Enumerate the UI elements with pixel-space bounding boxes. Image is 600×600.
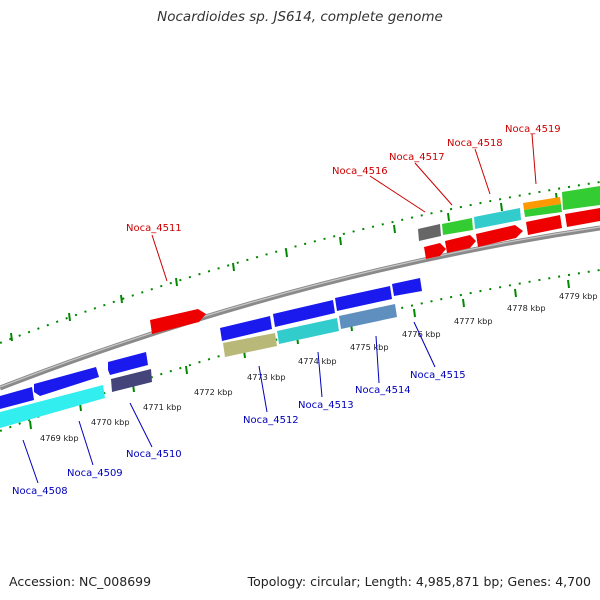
gene-label[interactable]: Noca_4510 (126, 449, 182, 460)
major-tick (339, 236, 342, 246)
gene-blue-left-1[interactable] (0, 387, 34, 409)
tick-label: 4771 kbp (143, 402, 182, 412)
major-tick (447, 212, 450, 222)
reverse-leader-lines (22, 321, 436, 484)
leader-line (474, 148, 491, 195)
leader-line (375, 335, 380, 384)
accession-text: Accession: NC_008699 (9, 574, 152, 589)
tick-labels: 4769 kbp 4770 kbp 4771 kbp 4772 kbp 4773… (40, 291, 598, 443)
gene-red-feature-5[interactable] (565, 208, 600, 227)
gene-noca-4508[interactable] (0, 385, 105, 428)
major-tick (10, 332, 13, 342)
gene-green-feature-2[interactable] (562, 186, 600, 210)
gene-noca-4514[interactable] (339, 304, 397, 329)
gene-noca-4513-upper[interactable] (273, 300, 335, 327)
gene-label[interactable]: Noca_4512 (243, 415, 299, 426)
gene-noca-4513[interactable] (277, 318, 339, 344)
gene-noca-4514-upper[interactable] (335, 286, 392, 311)
major-tick (175, 277, 178, 287)
major-tick (232, 262, 235, 272)
gene-label[interactable]: Noca_4518 (447, 138, 503, 149)
tick-label: 4772 kbp (194, 387, 233, 397)
major-tick (514, 288, 517, 298)
gene-label[interactable]: Noca_4515 (410, 370, 466, 381)
tick-label: 4769 kbp (40, 433, 79, 443)
major-tick (393, 224, 396, 234)
tick-label: 4776 kbp (402, 329, 441, 339)
gene-noca-4510[interactable] (111, 369, 152, 392)
gene-noca-4518[interactable] (474, 208, 521, 229)
summary-text: Topology: circular; Length: 4,985,871 bp… (247, 574, 591, 589)
genome-backbone (0, 225, 600, 391)
tick-label: 4774 kbp (298, 356, 337, 366)
gene-label[interactable]: Noca_4519 (505, 124, 561, 135)
gene-grey-feature[interactable] (418, 224, 441, 241)
gene-noca-4510-upper[interactable] (108, 352, 148, 375)
gene-noca-4517[interactable] (442, 218, 473, 235)
leader-line (258, 365, 268, 413)
forward-leader-lines (151, 133, 537, 282)
map-title: Nocardioides sp. JS614, complete genome (157, 9, 443, 25)
gene-noca-4511[interactable] (150, 309, 206, 334)
tick-label: 4777 kbp (454, 316, 493, 326)
gene-noca-4515[interactable] (392, 278, 422, 296)
major-tick (120, 294, 123, 304)
gene-red-feature-2[interactable] (445, 235, 476, 253)
major-tick (500, 202, 503, 212)
leader-line (414, 162, 453, 206)
major-tick (68, 312, 71, 322)
gene-label[interactable]: Noca_4517 (389, 152, 445, 163)
genome-backbone-highlight (0, 226, 600, 388)
tick-label: 4778 kbp (507, 303, 546, 313)
reverse-gene-labels: Noca_4508 Noca_4509 Noca_4510 Noca_4512 … (12, 370, 466, 497)
gene-noca-4509[interactable] (34, 367, 99, 396)
tick-label: 4779 kbp (559, 291, 598, 301)
tick-label: 4770 kbp (91, 417, 130, 427)
gene-label[interactable]: Noca_4513 (298, 400, 354, 411)
major-tick (413, 308, 416, 318)
leader-line (22, 439, 39, 484)
gene-label[interactable]: Noca_4509 (67, 468, 123, 479)
major-tick (285, 248, 288, 258)
leader-line (129, 402, 153, 448)
leader-line (151, 234, 168, 282)
leader-line (369, 175, 426, 213)
gene-label[interactable]: Noca_4508 (12, 486, 68, 497)
gene-red-feature-3[interactable] (476, 225, 523, 247)
major-tick (567, 279, 570, 289)
gene-noca-4512-upper[interactable] (220, 316, 272, 341)
major-tick (462, 298, 465, 308)
forward-strand-features (150, 186, 600, 334)
gene-red-feature-1[interactable] (424, 243, 446, 259)
major-ticks-forward (10, 192, 558, 342)
gene-noca-4512[interactable] (223, 333, 277, 357)
major-ticks (29, 279, 570, 430)
gene-label[interactable]: Noca_4514 (355, 385, 411, 396)
leader-line (413, 321, 436, 368)
tick-label: 4773 kbp (247, 372, 286, 382)
leader-line (317, 351, 323, 398)
gene-label[interactable]: Noca_4511 (126, 223, 182, 234)
major-tick (185, 365, 188, 375)
gene-red-feature-4[interactable] (526, 215, 562, 235)
leader-line (531, 133, 537, 185)
reverse-strand-features (0, 278, 422, 428)
forward-gene-labels: Noca_4511 Noca_4516 Noca_4517 Noca_4518 … (126, 124, 561, 234)
leader-line (78, 420, 94, 466)
gene-green-feature[interactable] (524, 204, 562, 217)
tick-label: 4775 kbp (350, 342, 389, 352)
gene-label[interactable]: Noca_4516 (332, 166, 388, 177)
major-tick (29, 420, 32, 430)
gene-noca-4519[interactable] (523, 197, 561, 210)
